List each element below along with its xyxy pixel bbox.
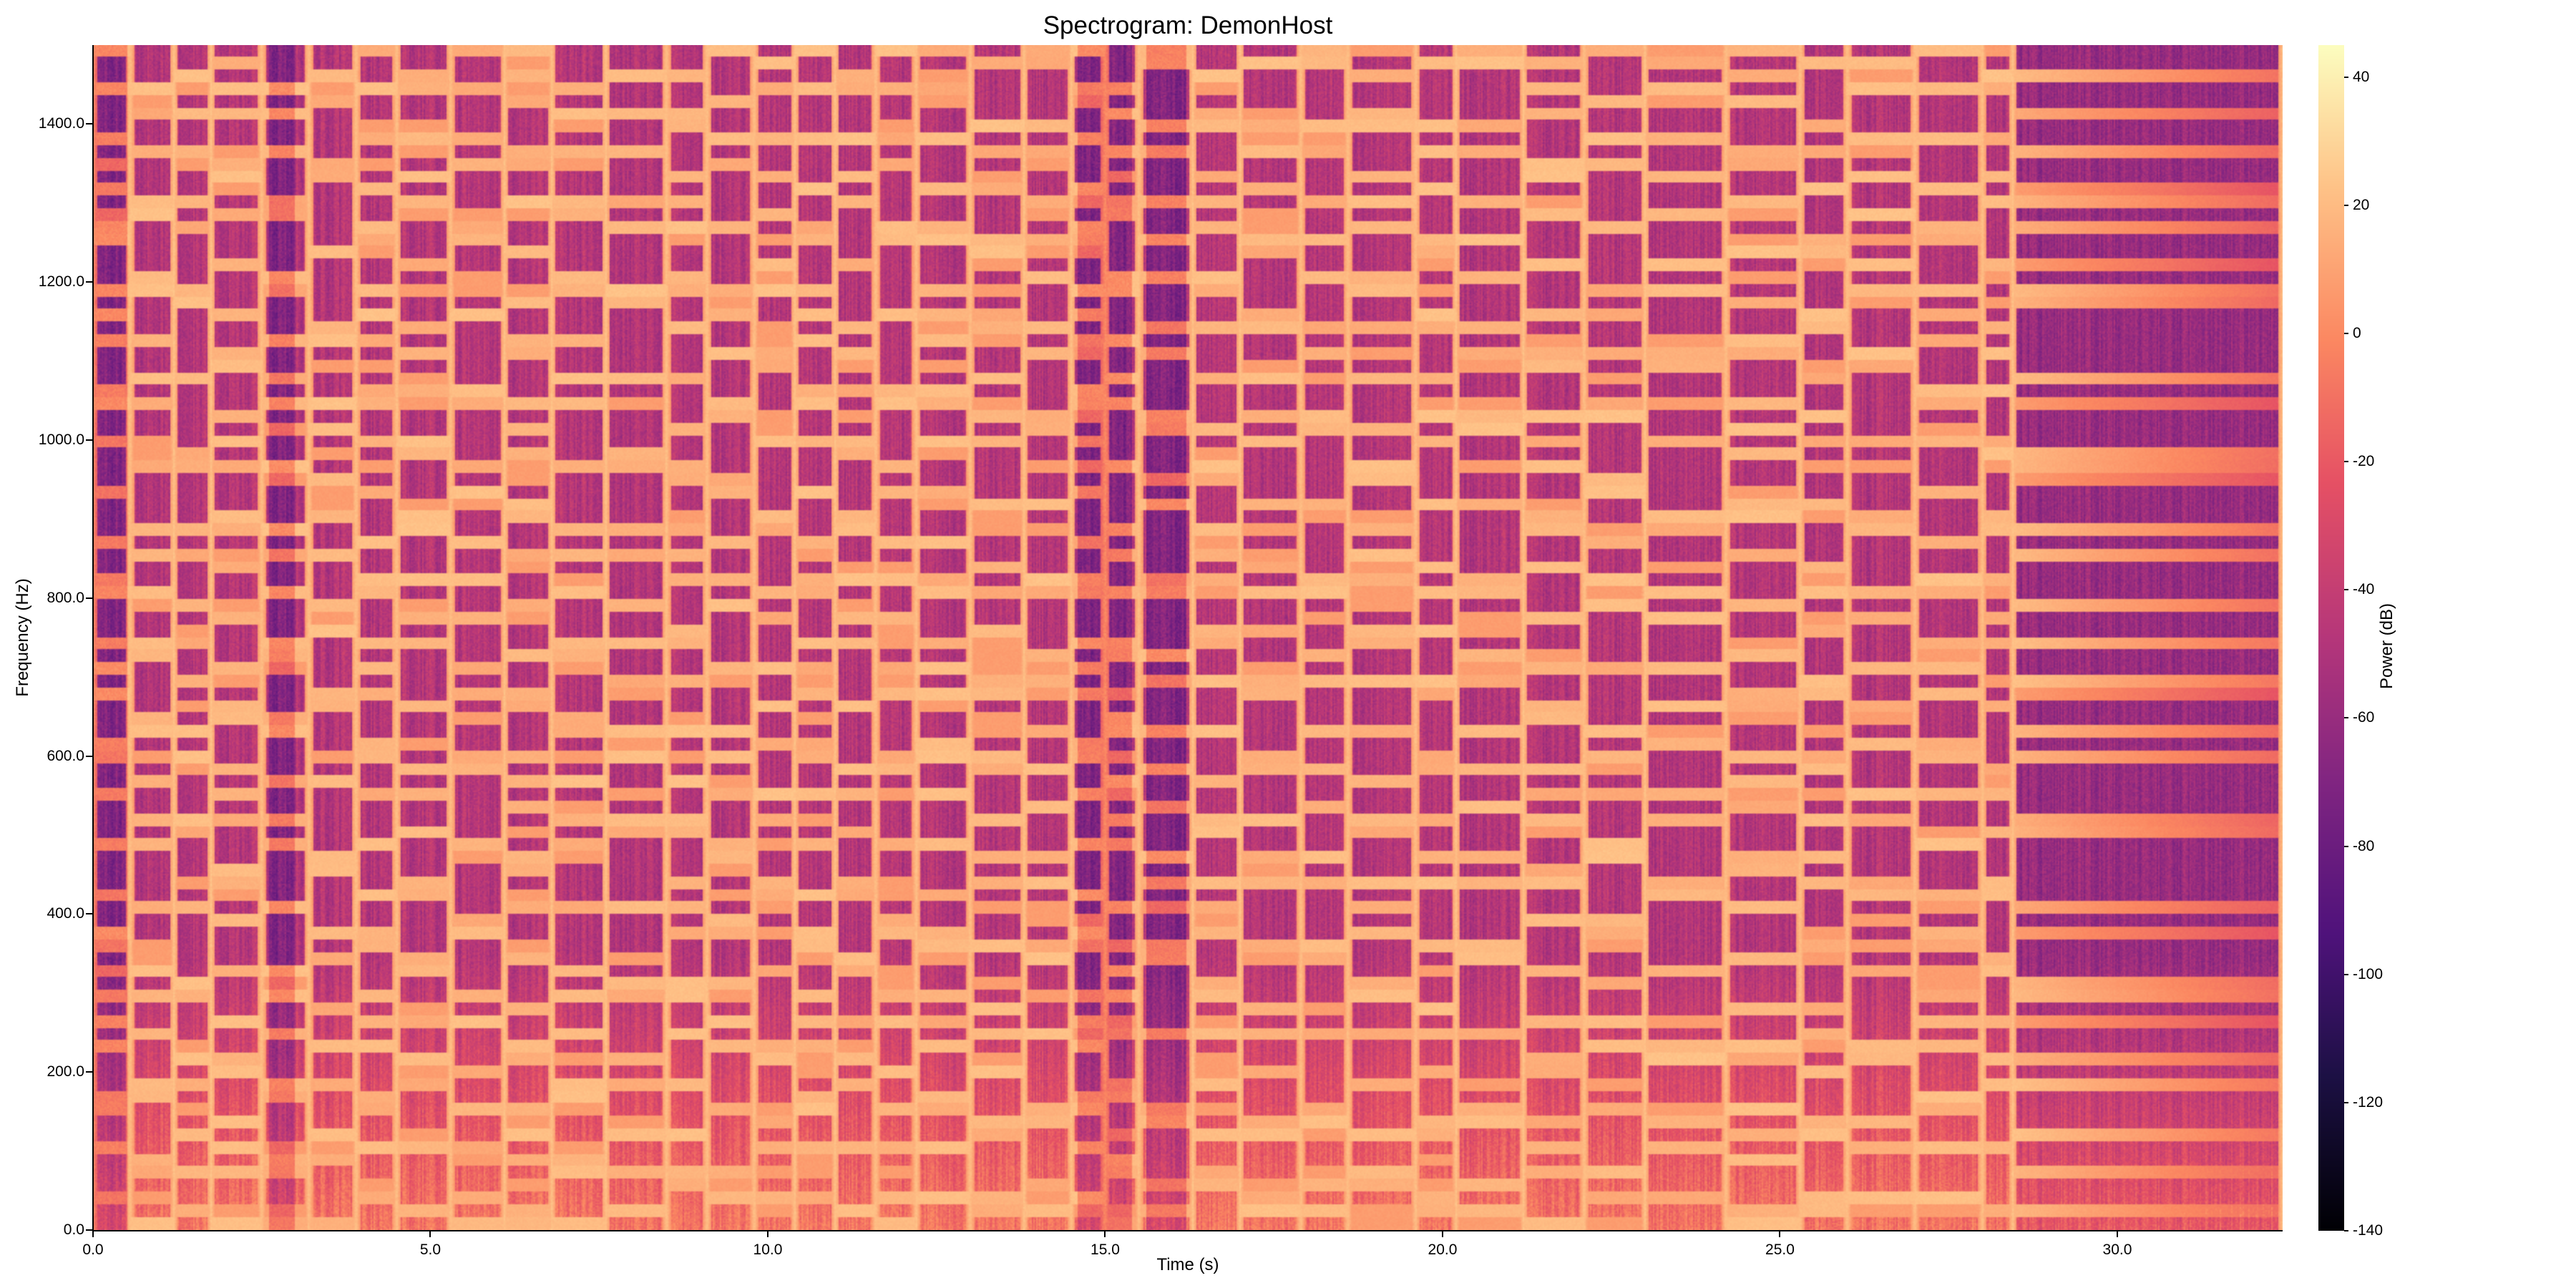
colorbar-tick-mark: [2344, 845, 2348, 847]
y-tick-label: 600.0: [47, 747, 84, 764]
x-tick-mark: [1441, 1230, 1443, 1237]
y-axis-title: Frequency (Hz): [13, 578, 32, 697]
x-tick-mark: [429, 1230, 431, 1237]
y-tick-mark: [86, 123, 93, 125]
colorbar: [2318, 45, 2344, 1231]
x-axis-line: [92, 1230, 2283, 1231]
y-tick-label: 1000.0: [38, 431, 84, 448]
x-tick-label: 20.0: [1428, 1241, 1458, 1258]
y-tick-mark: [86, 1229, 93, 1231]
y-tick-mark: [86, 281, 93, 283]
y-axis-line: [92, 45, 94, 1231]
colorbar-tick-mark: [2344, 76, 2348, 78]
colorbar-tick-mark: [2344, 461, 2348, 463]
y-tick-mark: [86, 439, 93, 441]
colorbar-tick-mark: [2344, 973, 2348, 975]
colorbar-title: Power (dB): [2377, 602, 2396, 690]
colorbar-tick-mark: [2344, 1101, 2348, 1103]
y-tick-label: 800.0: [47, 589, 84, 606]
x-tick-mark: [2116, 1230, 2118, 1237]
x-tick-label: 15.0: [1091, 1241, 1120, 1258]
colorbar-tick-mark: [2344, 717, 2348, 719]
x-tick-mark: [1779, 1230, 1781, 1237]
colorbar-tick-mark: [2344, 333, 2348, 335]
colorbar-tick-label: -80: [2353, 837, 2375, 854]
y-tick-label: 200.0: [47, 1063, 84, 1080]
x-axis-title: Time (s): [1156, 1255, 1219, 1274]
x-tick-label: 30.0: [2102, 1241, 2132, 1258]
colorbar-tick-label: -140: [2353, 1222, 2384, 1239]
y-tick-label: 1200.0: [38, 273, 84, 291]
spectrogram-heatmap: [93, 45, 2283, 1230]
colorbar-tick-mark: [2344, 589, 2348, 591]
chart-title: Spectrogram: DemonHost: [1043, 11, 1333, 39]
y-tick-mark: [86, 1071, 93, 1073]
colorbar-tick-label: -120: [2353, 1093, 2384, 1111]
y-tick-label: 0.0: [63, 1221, 84, 1238]
x-tick-label: 10.0: [753, 1241, 783, 1258]
colorbar-tick-label: 0: [2353, 325, 2361, 342]
colorbar-tick-label: -60: [2353, 709, 2375, 726]
colorbar-tick-label: 40: [2353, 68, 2370, 85]
colorbar-tick-label: -100: [2353, 965, 2384, 982]
colorbar-tick-mark: [2344, 204, 2348, 206]
x-tick-mark: [766, 1230, 769, 1237]
y-tick-mark: [86, 755, 93, 757]
x-tick-mark: [1104, 1230, 1106, 1237]
colorbar-tick-label: -20: [2353, 453, 2375, 470]
x-tick-label: 25.0: [1765, 1241, 1795, 1258]
x-tick-mark: [92, 1230, 94, 1237]
y-tick-label: 1400.0: [38, 115, 84, 132]
colorbar-tick-label: 20: [2353, 196, 2370, 213]
colorbar-tick-label: -40: [2353, 581, 2375, 598]
colorbar-tick-mark: [2344, 1230, 2348, 1231]
x-tick-label: 5.0: [419, 1241, 441, 1258]
y-tick-mark: [86, 597, 93, 599]
y-tick-mark: [86, 913, 93, 915]
y-tick-label: 400.0: [47, 905, 84, 922]
x-tick-label: 0.0: [82, 1241, 104, 1258]
